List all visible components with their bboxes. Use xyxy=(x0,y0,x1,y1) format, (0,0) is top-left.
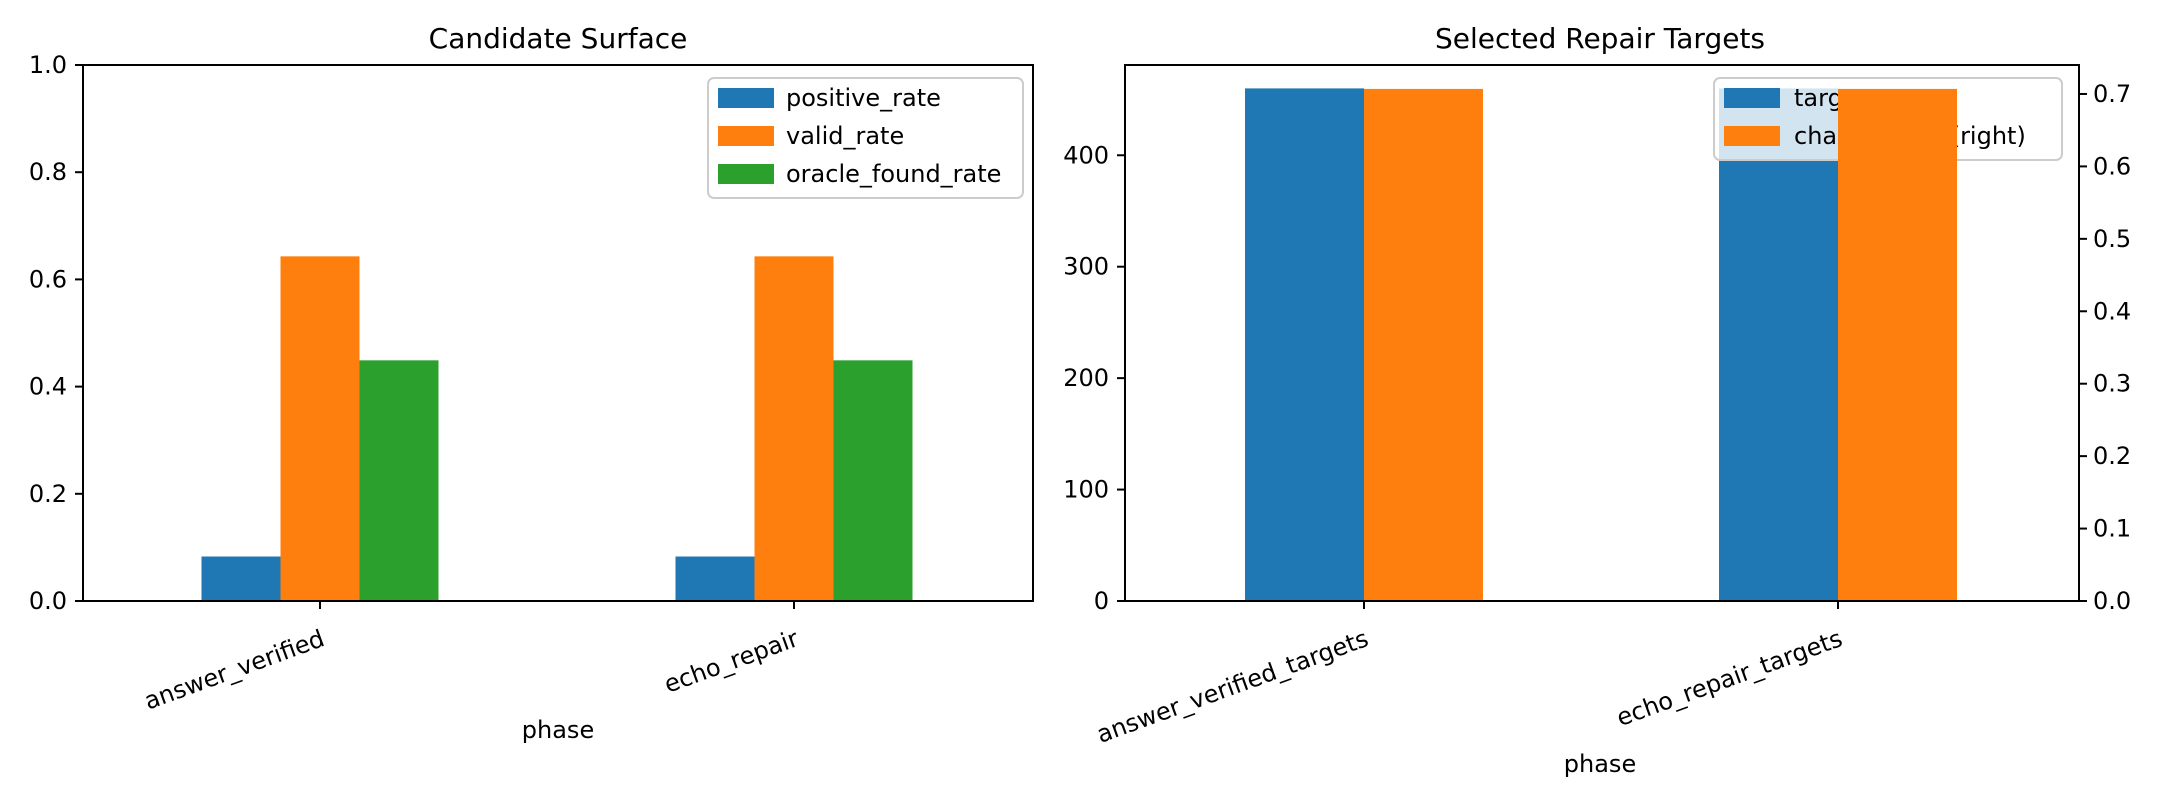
x-tick-label: echo_repair_targets xyxy=(1613,624,1846,732)
y2-tick-label: 0.6 xyxy=(2093,152,2131,180)
x-axis-ticks: answer_verified_targets echo_repair_targe… xyxy=(1093,601,1846,749)
y2-tick-label: 0.0 xyxy=(2093,587,2131,615)
y-tick-label: 1.0 xyxy=(29,51,67,79)
bar-targets xyxy=(1719,88,1838,601)
bar-positive-rate xyxy=(201,556,281,601)
bar-oracle-found-rate xyxy=(833,360,913,601)
y-axis-ticks: 0.0 0.2 0.4 0.6 0.8 1.0 xyxy=(29,51,83,615)
y-tick-label: 0.4 xyxy=(29,373,67,401)
y-tick-label: 0.6 xyxy=(29,265,67,293)
y-axis-ticks: 0 100 200 300 400 xyxy=(1063,141,1125,615)
plot-frame xyxy=(82,64,1034,602)
bar-positive-rate xyxy=(675,556,755,601)
legend-label: oracle_found_rate xyxy=(786,160,1001,188)
y-tick-label: 400 xyxy=(1063,141,1109,169)
bars xyxy=(201,256,913,601)
x-tick-label: echo_repair xyxy=(661,624,803,698)
y2-tick-label: 0.4 xyxy=(2093,297,2131,325)
y-tick-label: 0.2 xyxy=(29,480,67,508)
bar-targets xyxy=(1245,88,1364,601)
bar-valid-rate xyxy=(280,256,360,601)
bar-change-rate-right xyxy=(1838,88,1957,601)
bar-oracle-found-rate xyxy=(359,360,439,601)
bar-change-rate-right xyxy=(1364,88,1483,601)
y2-tick-label: 0.3 xyxy=(2093,370,2131,398)
legend-label: positive_rate xyxy=(786,84,941,112)
candidate-surface-chart: Candidate Surface 0.0 0.2 0.4 0.6 0.8 1.0 ans… xyxy=(29,22,1034,744)
x-tick-label: answer_verified xyxy=(141,624,328,715)
legend: positive_rate valid_rate oracle_found_ra… xyxy=(707,77,1024,199)
y-tick-label: 300 xyxy=(1063,253,1109,281)
y2-axis-ticks: 0.0 0.1 0.2 0.3 0.4 0.5 0.6 0.7 xyxy=(2079,80,2131,615)
y2-tick-label: 0.7 xyxy=(2093,80,2131,108)
y-tick-label: 200 xyxy=(1063,364,1109,392)
y2-tick-label: 0.1 xyxy=(2093,515,2131,543)
chart-title: Selected Repair Targets xyxy=(1435,22,1765,55)
legend-swatch xyxy=(718,126,774,146)
y2-tick-label: 0.5 xyxy=(2093,225,2131,253)
legend-swatch xyxy=(718,164,774,184)
x-axis-label: phase xyxy=(522,716,594,744)
x-tick-label: answer_verified_targets xyxy=(1093,624,1372,748)
plot-frame xyxy=(1124,64,2080,602)
y-tick-label: 100 xyxy=(1063,476,1109,504)
bars xyxy=(1245,88,1838,601)
selected-repair-targets-chart: Selected Repair Targets targets change_r… xyxy=(1063,22,2131,778)
chart-title: Candidate Surface xyxy=(429,22,688,55)
legend-label: valid_rate xyxy=(786,122,904,150)
legend-swatch xyxy=(1724,88,1780,108)
bar-valid-rate xyxy=(754,256,834,601)
x-axis-ticks: answer_verified echo_repair xyxy=(141,601,803,715)
bars-right-axis xyxy=(1364,88,1957,601)
y-tick-label: 0.0 xyxy=(29,587,67,615)
legend-swatch xyxy=(718,88,774,108)
y-tick-label: 0 xyxy=(1094,587,1109,615)
y2-tick-label: 0.2 xyxy=(2093,442,2131,470)
y-tick-label: 0.8 xyxy=(29,158,67,186)
x-axis-label: phase xyxy=(1564,750,1636,778)
legend-swatch xyxy=(1724,126,1780,146)
